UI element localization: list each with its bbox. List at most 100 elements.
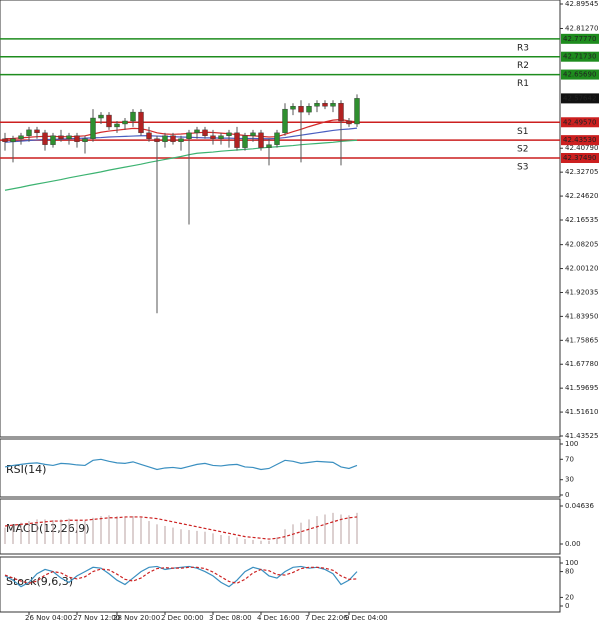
candle-body [170,135,176,142]
candle-body [250,132,256,136]
level-box [561,117,599,128]
y-tick-label: 80 [565,568,574,576]
y-tick-label: 20 [565,593,574,601]
macd-bar [124,516,126,544]
macd-bar [60,519,62,544]
level-box [561,135,599,146]
moving-average [4,139,358,191]
candle-body [130,111,136,122]
macd-bar [340,514,342,544]
macd-bar [164,525,166,544]
candle-body [10,138,16,142]
x-tick-label: 9 Dec 04:00 [345,614,388,622]
macd-bar [204,531,206,544]
candle-body [2,138,8,142]
candle-body [42,132,48,145]
macd-bar [148,521,150,544]
macd-bar [100,516,102,544]
y-tick-label: 42.00120 [565,265,598,273]
candle-body [322,103,328,107]
macd-bar [276,537,278,544]
macd-bar [332,512,334,544]
y-tick-label: 42.08205 [565,241,598,249]
macd-signal [4,516,358,540]
y-tick-label: 42.89545 [565,0,598,8]
level-label: 42.71730 [563,53,596,61]
level-box [561,51,599,62]
main-panel [0,0,561,438]
candle-body [290,106,296,110]
candle-body [58,135,64,139]
candle-body [98,114,104,119]
rsi-panel [0,438,561,498]
candle-body [346,120,352,125]
candle-body [178,138,184,142]
level-name: S1 [517,127,528,137]
candle-body [234,132,240,148]
candle-body [282,108,288,134]
macd-bar [28,521,30,544]
candle-body [298,106,304,113]
macd-bar [236,537,238,544]
candle-body [138,111,144,134]
y-tick-label: 41.75865 [565,336,598,344]
macd-bar [132,516,134,544]
macd-bar [220,534,222,544]
macd-bar [36,519,38,544]
x-tick-label: 28 Nov 20:00 [113,614,160,622]
y-tick-label: 41.59695 [565,384,598,392]
macd-bar [12,524,14,544]
macd-bar [68,518,70,544]
y-tick-label: 70 [565,455,574,463]
level-label: 42.77770 [563,35,596,43]
candle-body [82,138,88,142]
candle-body [186,132,192,139]
y-tick-label: 100 [565,559,578,567]
candle-body [106,114,112,128]
candle-body [194,129,200,134]
macd-bar [324,514,326,544]
macd-bar [212,533,214,544]
level-name: R3 [517,43,529,53]
macd-bar [348,515,350,544]
macd-bar [308,519,310,544]
level-box [561,69,599,80]
x-tick-label: 26 Nov 04:00 [25,614,72,622]
last-price-box [561,93,599,104]
level-label: 42.49570 [563,118,596,126]
macd-bar [52,520,54,544]
candle-body [74,135,80,142]
y-tick-label: 30 [565,476,574,484]
level-label: 42.65690 [563,71,596,79]
y-tick-label: 41.92035 [565,288,598,296]
x-tick-label: 2 Dec 00:00 [161,614,204,622]
candle-body [26,129,32,136]
macd-bar [4,527,6,544]
candle-body [50,135,56,145]
y-tick-label: 41.67780 [565,360,598,368]
candle-body [306,106,312,113]
level-box [561,153,599,164]
candle-body [162,135,168,142]
macd-bar [84,521,86,544]
candle-body [338,103,344,122]
macd-bar [116,516,118,544]
x-tick-label: 3 Dec 08:00 [209,614,252,622]
y-tick-label: 42.81270 [565,24,598,32]
macd-bar [180,529,182,544]
candle-body [66,135,72,139]
level-name: R1 [517,79,529,89]
macd-bar [44,519,46,544]
macd-bar [20,522,22,544]
y-tick-label: 0 [565,491,569,499]
candle-body [274,132,280,145]
macd-panel [0,498,561,555]
level-label: 42.37490 [563,154,596,162]
x-tick-label: 7 Dec 22:06 [305,614,348,622]
y-tick-label: 42.32705 [565,168,598,176]
stoch-panel [0,556,561,613]
candle-body [154,138,160,142]
candle-body [258,132,264,148]
candle-body [114,123,120,128]
